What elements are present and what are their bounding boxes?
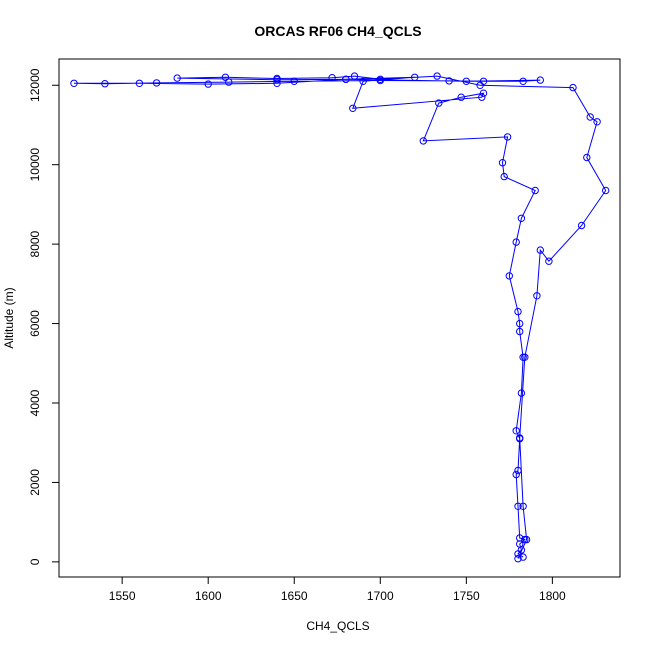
data-point: [516, 534, 524, 542]
data-point: [225, 78, 233, 86]
data-point: [350, 72, 359, 80]
data-point: [462, 77, 470, 86]
data-point: [545, 257, 553, 265]
data-point: [433, 72, 441, 80]
data-point: [152, 79, 161, 87]
x-tick-label: 1700: [367, 589, 394, 603]
data-point: [328, 74, 336, 82]
series-layer: [70, 72, 610, 563]
data-point: [476, 81, 484, 90]
data-point: [517, 389, 526, 397]
data-point: [593, 118, 601, 126]
data-point: [273, 74, 281, 83]
x-tick-label: 1650: [281, 589, 308, 603]
data-point: [522, 535, 531, 544]
x-axis-label: CH4_QCLS: [306, 619, 369, 633]
data-point: [101, 80, 109, 88]
data-point: [359, 77, 367, 86]
data-point: [517, 214, 526, 223]
data-point: [479, 89, 488, 97]
plot-box: [58, 58, 621, 578]
data-point: [583, 153, 591, 162]
data-point: [70, 79, 78, 88]
data-point: [536, 76, 544, 84]
data-point: [435, 99, 443, 107]
data-point: [273, 79, 281, 88]
x-tick-label: 1750: [453, 589, 480, 603]
data-point: [512, 238, 520, 246]
data-point: [478, 93, 486, 101]
data-point: [500, 172, 508, 181]
data-point: [586, 113, 594, 121]
data-point: [204, 80, 212, 88]
y-tick-label: 8000: [28, 230, 42, 257]
data-point: [411, 73, 419, 82]
x-axis: 1550 1600 1650 1700 1750 1800: [109, 576, 566, 603]
data-point: [531, 186, 539, 195]
data-point: [519, 502, 527, 510]
data-point: [514, 466, 522, 475]
data-point: [376, 75, 384, 84]
data-point: [519, 553, 527, 561]
data-point: [290, 77, 298, 86]
data-point: [221, 73, 230, 82]
data-point: [512, 470, 520, 479]
data-point: [173, 74, 181, 82]
data-point: [519, 77, 527, 86]
data-point: [521, 353, 529, 361]
data-point: [457, 93, 465, 101]
x-tick-label: 1800: [539, 589, 566, 603]
data-point: [569, 83, 577, 92]
data-point: [516, 327, 524, 336]
data-point: [503, 133, 512, 141]
data-point: [533, 292, 541, 300]
y-tick-label: 4000: [28, 389, 42, 416]
y-tick-label: 10000: [28, 148, 42, 182]
data-point: [512, 427, 520, 435]
data-point: [602, 186, 610, 195]
y-axis: 0 2000 4000 6000 8000 10000 12000: [28, 68, 60, 565]
data-point: [516, 434, 524, 442]
data-point: [514, 502, 522, 510]
y-axis-label: Altitude (m): [2, 287, 16, 348]
data-point: [349, 104, 357, 113]
chart-title: ORCAS RF06 CH4_QCLS: [254, 23, 421, 39]
series-line: [73, 75, 607, 559]
data-point: [135, 79, 144, 88]
data-point: [445, 77, 453, 85]
data-point: [577, 221, 586, 230]
y-tick-label: 2000: [28, 469, 42, 496]
data-point: [516, 319, 524, 328]
data-point: [498, 159, 507, 167]
x-tick-label: 1600: [195, 589, 222, 603]
y-tick-label: 6000: [28, 310, 42, 337]
data-point: [514, 555, 522, 563]
y-tick-label: 0: [28, 558, 42, 565]
data-point: [342, 75, 350, 84]
data-point: [419, 137, 427, 145]
y-tick-label: 12000: [28, 68, 42, 102]
data-point: [514, 307, 522, 316]
data-point: [536, 246, 544, 254]
data-point: [505, 272, 513, 280]
x-tick-label: 1550: [109, 589, 136, 603]
